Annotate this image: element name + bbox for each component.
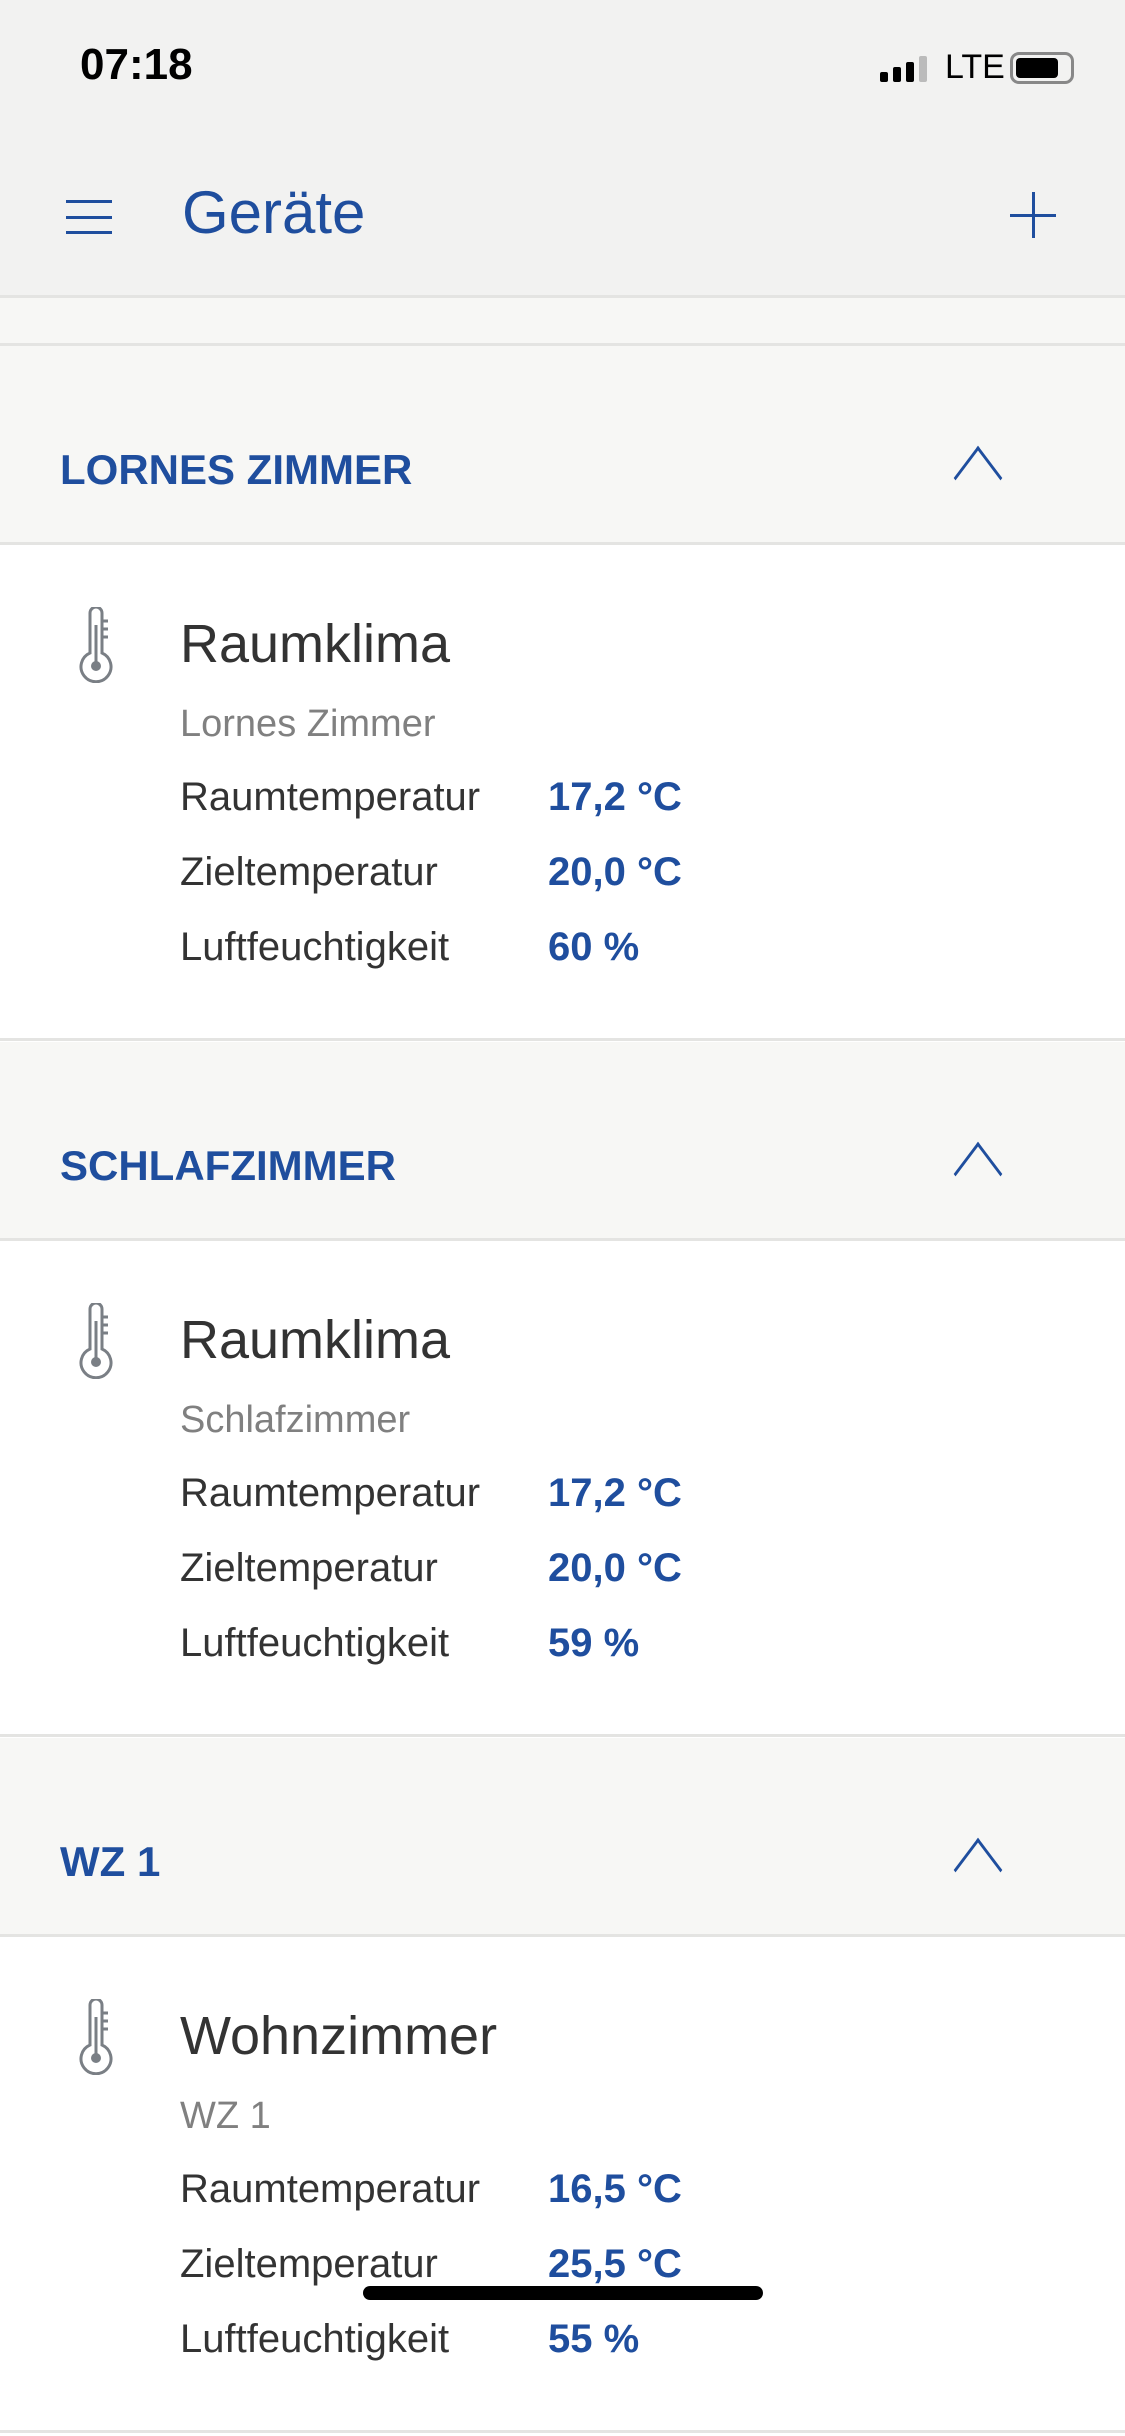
room-section: WZ 1 Wohnzimmer WZ 1 Raumtemperatur 16,5 °…: [0, 1738, 1125, 2433]
hamburger-icon[interactable]: [66, 200, 112, 234]
room-section: LORNES ZIMMER Raumklima Lornes Zimmer Rau…: [0, 346, 1125, 1041]
metric-value: 16,5 °C: [548, 2167, 682, 2211]
device-card[interactable]: Raumklima Schlafzimmer Raumtemperatur 17,2…: [0, 1241, 1125, 1737]
signal-icon: [880, 56, 927, 82]
clock: 07:18: [80, 40, 193, 89]
metric-value: 59 %: [548, 1621, 640, 1665]
metric-value: 55 %: [548, 2317, 640, 2361]
thermometer-icon: [78, 605, 114, 688]
plus-icon[interactable]: [1010, 192, 1056, 238]
metric-value: 60 %: [548, 925, 640, 969]
metric-label: Luftfeuchtigkeit: [180, 2317, 450, 2361]
metric-label: Luftfeuchtigkeit: [180, 1621, 450, 1665]
battery-icon: [1010, 52, 1074, 84]
metric-value: 17,2 °C: [548, 1471, 682, 1515]
device-room: WZ 1: [180, 2095, 271, 2137]
metric-label: Luftfeuchtigkeit: [180, 925, 450, 969]
metric-value: 17,2 °C: [548, 775, 682, 819]
metric-value: 20,0 °C: [548, 850, 682, 894]
device-name: Raumklima: [180, 614, 451, 674]
metric-value: 20,0 °C: [548, 1546, 682, 1590]
chevron-up-icon[interactable]: [953, 1141, 1003, 1207]
metric-label: Raumtemperatur: [180, 775, 481, 819]
metric-label: Zieltemperatur: [180, 1546, 438, 1590]
room-header[interactable]: SCHLAFZIMMER: [0, 1042, 1125, 1241]
device-name: Raumklima: [180, 1310, 451, 1370]
metric-label: Zieltemperatur: [180, 2242, 438, 2286]
device-card[interactable]: Wohnzimmer WZ 1 Raumtemperatur 16,5 °C Ziel…: [0, 1937, 1125, 2433]
status-bar: 07:18 LTE: [0, 0, 1125, 140]
room-header[interactable]: LORNES ZIMMER: [0, 346, 1125, 545]
device-room: Lornes Zimmer: [180, 703, 436, 745]
room-header[interactable]: WZ 1: [0, 1738, 1125, 1937]
room-name: LORNES ZIMMER: [60, 446, 413, 493]
device-card[interactable]: Raumklima Lornes Zimmer Raumtemperatur 17,…: [0, 545, 1125, 1041]
metric-value: 25,5 °C: [548, 2242, 682, 2286]
room-section: SCHLAFZIMMER Raumklima Schlafzimmer Raumt…: [0, 1042, 1125, 1737]
device-name: Wohnzimmer: [180, 2006, 498, 2066]
thermometer-icon: [78, 1997, 114, 2080]
network-type: LTE: [945, 48, 1005, 86]
spacer: [0, 298, 1125, 346]
room-name: SCHLAFZIMMER: [60, 1142, 396, 1189]
metric-label: Zieltemperatur: [180, 850, 438, 894]
home-indicator[interactable]: [363, 2286, 763, 2300]
room-name: WZ 1: [60, 1838, 161, 1885]
chevron-up-icon[interactable]: [953, 445, 1003, 511]
device-room: Schlafzimmer: [180, 1399, 411, 1441]
metric-label: Raumtemperatur: [180, 1471, 481, 1515]
thermometer-icon: [78, 1301, 114, 1384]
nav-bar: Geräte: [0, 140, 1125, 298]
metric-label: Raumtemperatur: [180, 2167, 481, 2211]
chevron-up-icon[interactable]: [953, 1837, 1003, 1903]
page-title: Geräte: [182, 179, 366, 246]
